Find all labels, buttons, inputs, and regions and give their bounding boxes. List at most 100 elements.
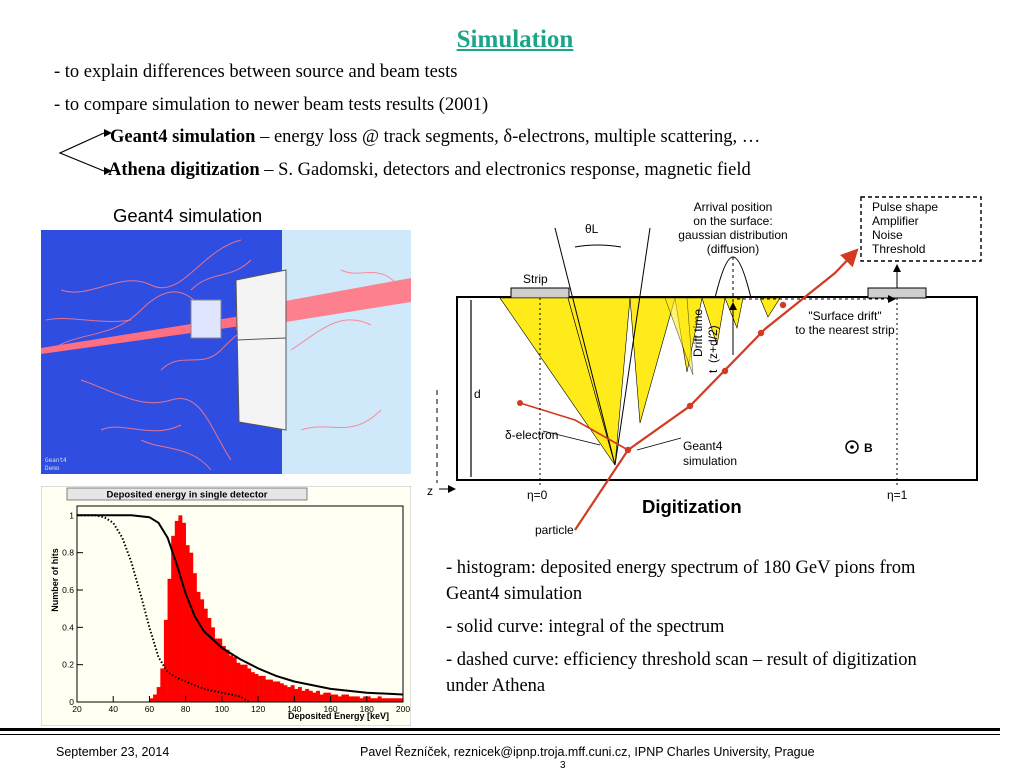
svg-text:Threshold: Threshold bbox=[872, 242, 925, 256]
sub-item-geant4: Geant4 simulation – energy loss @ track … bbox=[110, 127, 761, 147]
d-label: d bbox=[474, 387, 481, 401]
histogram-bar bbox=[290, 685, 295, 702]
footer-author: Pavel Řezníček, reznicek@ipnp.troja.mff.… bbox=[360, 745, 815, 759]
histogram-bar bbox=[203, 608, 208, 702]
bullet-1: - to explain differences between source … bbox=[54, 62, 458, 82]
histogram-bar bbox=[261, 675, 266, 702]
histogram-bar bbox=[149, 698, 154, 702]
footer-rule-thin bbox=[0, 734, 1000, 735]
histogram-xlabel: Deposited Energy [keV] bbox=[288, 711, 389, 721]
histogram-bar bbox=[218, 638, 223, 702]
histogram-bar bbox=[330, 694, 335, 702]
digitization-diagram: Strip θL Arrival position on the surface… bbox=[427, 196, 982, 537]
histogram-bar bbox=[381, 698, 386, 702]
histogram-bar bbox=[345, 694, 349, 702]
sub-item-athena: Athena digitization – S. Gadomski, detec… bbox=[108, 160, 751, 180]
svg-text:Drift time: Drift time bbox=[691, 309, 705, 357]
x-tick-label: 40 bbox=[108, 704, 118, 714]
histogram-bar bbox=[392, 698, 397, 702]
histogram-bar bbox=[211, 627, 215, 702]
histogram-bar bbox=[363, 696, 368, 702]
histogram-bar bbox=[283, 685, 288, 702]
histogram-bar bbox=[323, 692, 328, 702]
eta1-label: η=1 bbox=[887, 488, 908, 502]
page-title: Simulation bbox=[456, 26, 574, 53]
svg-text:(z+d/2): (z+d/2) bbox=[706, 325, 720, 363]
histogram-bar bbox=[316, 690, 320, 702]
footer-rule bbox=[0, 728, 1000, 731]
svg-text:simulation: simulation bbox=[683, 454, 737, 468]
histogram-bar bbox=[355, 696, 360, 702]
histogram-bar bbox=[370, 698, 375, 702]
svg-text:to the nearest strip: to the nearest strip bbox=[795, 323, 895, 337]
histogram-bar bbox=[308, 690, 313, 702]
b-field-label: B bbox=[864, 441, 873, 455]
surface-drift-label: "Surface drift" to the nearest strip bbox=[795, 309, 895, 337]
z-label: z bbox=[427, 484, 433, 498]
histogram-bar bbox=[276, 681, 281, 702]
histogram-bar bbox=[352, 696, 357, 702]
svg-text:Geant4: Geant4 bbox=[683, 439, 723, 453]
histogram-bar bbox=[160, 668, 165, 702]
x-tick-label: 20 bbox=[72, 704, 82, 714]
geant4-event-display: Geant4 Demo bbox=[41, 230, 411, 474]
histogram-bar bbox=[301, 690, 306, 702]
note-histogram: - histogram: deposited energy spectrum o… bbox=[446, 558, 916, 604]
y-tick-label: 0 bbox=[69, 697, 74, 707]
histogram-bar bbox=[153, 694, 157, 702]
footer-date: September 23, 2014 bbox=[56, 745, 170, 759]
histogram-bar bbox=[384, 698, 389, 702]
histogram-bar bbox=[294, 688, 299, 702]
delta-electron-label: δ-electron bbox=[505, 428, 558, 442]
histogram-bar bbox=[185, 545, 190, 702]
histogram-bar bbox=[272, 681, 277, 702]
y-tick-label: 0.6 bbox=[62, 585, 74, 595]
note-solid-curve: - solid curve: integral of the spectrum bbox=[446, 617, 725, 637]
histogram-bar bbox=[250, 672, 255, 702]
theta-label: θL bbox=[585, 222, 599, 236]
x-tick-label: 180 bbox=[360, 704, 374, 714]
histogram-bar bbox=[240, 664, 244, 702]
histogram-bar bbox=[399, 698, 404, 702]
histogram-bar bbox=[182, 522, 186, 702]
histogram-bar bbox=[163, 619, 168, 702]
histogram-bar bbox=[171, 535, 176, 702]
integral-curve bbox=[77, 514, 404, 696]
histogram-bar bbox=[196, 591, 201, 702]
svg-text:Geant4: Geant4 bbox=[45, 457, 67, 464]
histogram-bar bbox=[337, 696, 342, 702]
histogram-bar bbox=[167, 578, 172, 702]
svg-text:gaussian distribution: gaussian distribution bbox=[678, 228, 787, 242]
svg-text:Demo: Demo bbox=[45, 465, 60, 472]
histogram-title: Deposited energy in single detector bbox=[106, 490, 267, 501]
note-dashed-curve: - dashed curve: efficiency threshold sca… bbox=[446, 650, 917, 696]
notes: - histogram: deposited energy spectrum o… bbox=[446, 555, 946, 699]
histogram-bar bbox=[243, 664, 248, 702]
histogram-bar bbox=[359, 698, 364, 702]
histogram-bar bbox=[348, 696, 353, 702]
histogram-ylabel: Number of hits bbox=[50, 548, 60, 612]
histogram-bars bbox=[149, 515, 404, 702]
histogram-bar bbox=[268, 679, 273, 702]
histogram-bar bbox=[326, 692, 331, 702]
histogram-bar bbox=[214, 638, 219, 702]
svg-text:Pulse shape: Pulse shape bbox=[872, 200, 938, 214]
geant4-caption: Geant4 simulation bbox=[113, 205, 263, 226]
x-tick-label: 200 bbox=[396, 704, 410, 714]
histogram-bar bbox=[236, 662, 241, 702]
drift-time-label: Drift time t (z+d/2) bbox=[691, 309, 720, 373]
histogram-bar bbox=[312, 692, 317, 702]
histogram-bar bbox=[287, 687, 292, 702]
histogram-bar bbox=[178, 515, 183, 702]
histogram-bar bbox=[207, 618, 212, 702]
histogram-bar bbox=[334, 694, 339, 702]
histogram-bar bbox=[297, 687, 302, 702]
histogram-bar bbox=[374, 698, 378, 702]
svg-text:Amplifier: Amplifier bbox=[872, 214, 919, 228]
geant4-simulation-label: Geant4 simulation bbox=[683, 439, 737, 468]
histogram-bar bbox=[395, 698, 400, 702]
svg-text:Arrival position: Arrival position bbox=[694, 200, 773, 214]
strip-label: Strip bbox=[523, 272, 548, 286]
histogram-bar bbox=[279, 683, 284, 702]
y-tick-label: 0.2 bbox=[62, 660, 74, 670]
